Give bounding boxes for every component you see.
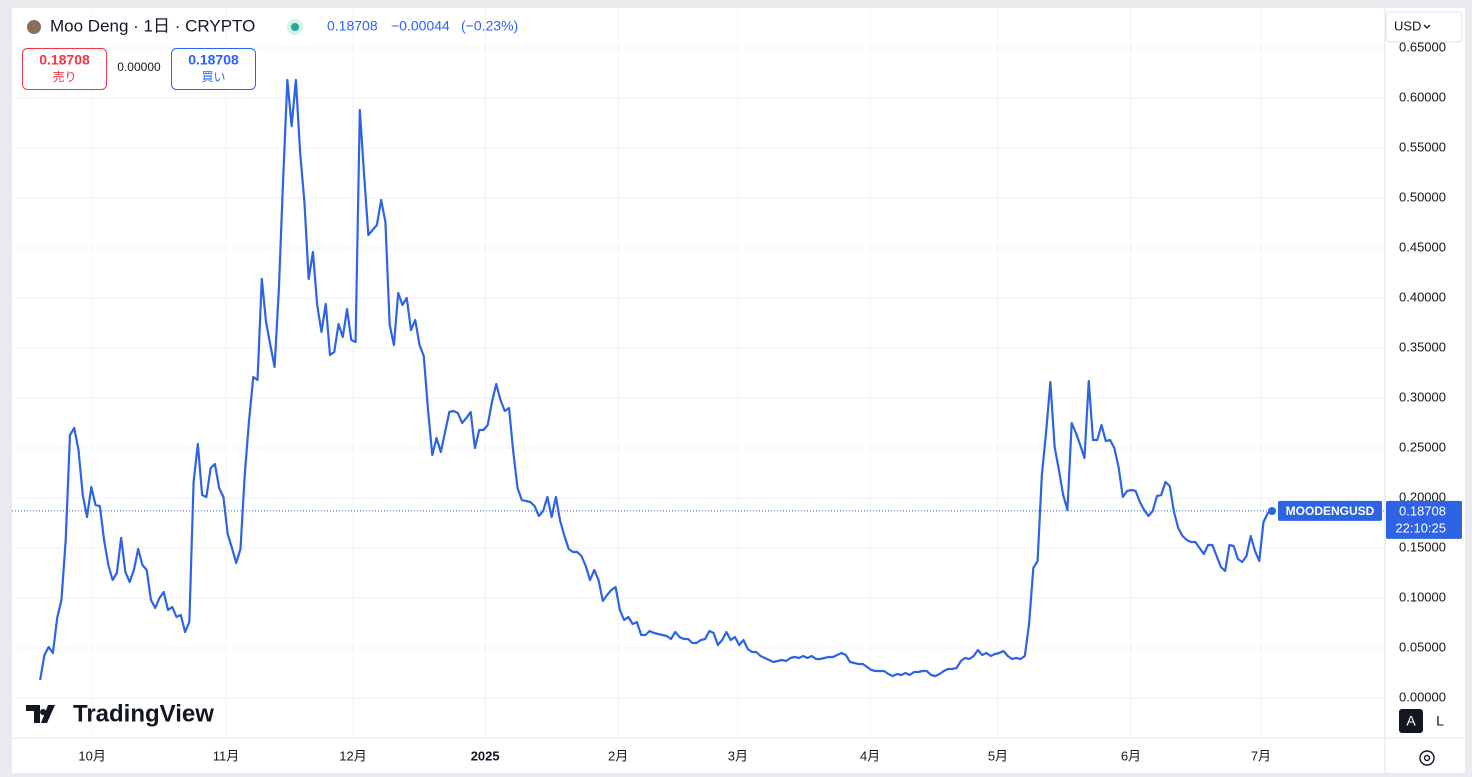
settings-icon[interactable] — [1419, 750, 1435, 766]
sell-price: 0.18708 — [39, 52, 90, 68]
market-status-dot — [291, 23, 299, 31]
settings-icon-center — [1423, 754, 1431, 762]
y-tick-label: 0.55000 — [1399, 139, 1446, 154]
x-tick-label: 4月 — [860, 748, 880, 763]
last-price: 0.18708 — [327, 18, 378, 34]
plot — [12, 78, 1385, 681]
y-tick-label: 0.10000 — [1399, 589, 1446, 604]
grid — [12, 8, 1385, 738]
auto-scale-button[interactable] — [1399, 709, 1423, 733]
buy-price: 0.18708 — [188, 52, 239, 68]
price-line — [39, 78, 1273, 681]
price-axis-label-box — [1386, 500, 1462, 539]
y-tick-label: 0.00000 — [1399, 689, 1446, 704]
currency-caret — [1423, 24, 1431, 29]
y-tick-label: 0.20000 — [1399, 489, 1446, 504]
currency-select[interactable] — [1385, 11, 1463, 43]
x-tick-label: 3月 — [728, 748, 748, 763]
spread: 0.00000 — [117, 60, 161, 74]
x-tick-label: 6月 — [1121, 748, 1141, 763]
sell-button[interactable] — [22, 48, 107, 90]
x-tick-label: 2月 — [608, 748, 628, 763]
buy-button[interactable] — [171, 48, 256, 90]
y-tick-label: 0.50000 — [1399, 189, 1446, 204]
x-tick-label: 11月 — [213, 748, 240, 763]
x-tick-label: 7月 — [1251, 748, 1271, 763]
y-tick-label: 0.40000 — [1399, 289, 1446, 304]
x-tick-label: 5月 — [988, 748, 1008, 763]
y-tick-label: 0.45000 — [1399, 239, 1446, 254]
sell-label: 売り — [52, 69, 76, 84]
buy-label: 買い — [201, 70, 225, 84]
currency: USD — [1394, 18, 1421, 33]
change-percent: (−0.23%) — [461, 18, 518, 34]
y-tick-label: 0.05000 — [1399, 639, 1446, 654]
logo-icon — [26, 705, 55, 723]
y-tick-label: 0.60000 — [1399, 89, 1446, 104]
x-tick-label: 2025 — [471, 748, 500, 763]
series-label-box — [1278, 500, 1382, 521]
series-label: MOODENGUSD — [1286, 504, 1375, 518]
countdown: 22:10:25 — [1395, 520, 1446, 535]
panel — [12, 8, 1465, 773]
y-tick-label: 0.65000 — [1399, 39, 1446, 54]
symbol-icon — [27, 20, 41, 34]
y-tick-label: 0.30000 — [1399, 389, 1446, 404]
logo-text: TradingView — [73, 700, 214, 727]
log-scale-label[interactable]: L — [1436, 713, 1444, 729]
y-tick-label: 0.15000 — [1399, 539, 1446, 554]
auto-scale-label: A — [1406, 713, 1416, 729]
y-tick-label: 0.25000 — [1399, 439, 1446, 454]
change: −0.00044 — [391, 18, 450, 34]
price-axis-label: 0.18708 — [1399, 503, 1446, 518]
y-tick-label: 0.35000 — [1399, 339, 1446, 354]
symbol-title: Moo Deng · 1日 · CRYPTO — [50, 16, 255, 35]
x-tick-label: 10月 — [78, 748, 105, 763]
x-tick-label: 12月 — [339, 748, 366, 763]
